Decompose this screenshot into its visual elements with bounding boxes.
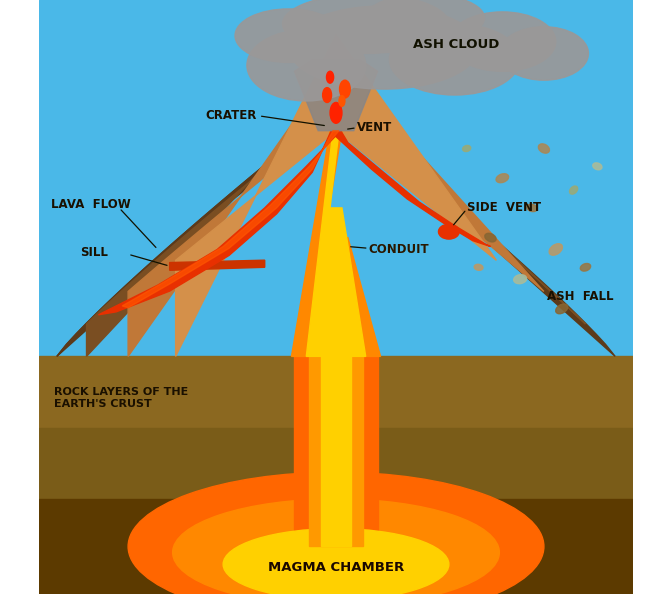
Ellipse shape xyxy=(449,12,556,71)
Ellipse shape xyxy=(593,163,602,170)
Ellipse shape xyxy=(339,96,345,106)
Ellipse shape xyxy=(556,304,568,314)
Ellipse shape xyxy=(390,24,520,95)
Text: CRATER: CRATER xyxy=(206,109,257,122)
Polygon shape xyxy=(321,356,351,546)
Polygon shape xyxy=(170,260,265,270)
Text: ASH  FALL: ASH FALL xyxy=(547,290,614,304)
Ellipse shape xyxy=(173,499,499,594)
Polygon shape xyxy=(98,131,341,315)
Polygon shape xyxy=(39,356,633,428)
Text: VENT: VENT xyxy=(357,121,392,134)
Polygon shape xyxy=(306,131,366,356)
Ellipse shape xyxy=(366,0,485,42)
Ellipse shape xyxy=(330,102,342,123)
Polygon shape xyxy=(57,87,336,356)
Polygon shape xyxy=(39,0,633,594)
Ellipse shape xyxy=(485,233,496,242)
Text: CONDUIT: CONDUIT xyxy=(369,243,429,256)
Ellipse shape xyxy=(549,244,562,255)
Ellipse shape xyxy=(323,87,331,102)
Polygon shape xyxy=(57,107,615,356)
Polygon shape xyxy=(294,356,378,546)
Polygon shape xyxy=(128,62,544,356)
Polygon shape xyxy=(39,428,633,499)
Text: SIDE  VENT: SIDE VENT xyxy=(466,201,541,214)
Ellipse shape xyxy=(462,146,471,151)
Polygon shape xyxy=(87,90,585,356)
Ellipse shape xyxy=(282,0,449,53)
Ellipse shape xyxy=(128,472,544,594)
Ellipse shape xyxy=(288,6,478,89)
Polygon shape xyxy=(309,356,363,546)
Ellipse shape xyxy=(235,9,342,62)
Text: LAVA  FLOW: LAVA FLOW xyxy=(51,198,130,211)
Ellipse shape xyxy=(438,224,459,239)
Ellipse shape xyxy=(247,30,366,101)
Ellipse shape xyxy=(538,144,550,153)
Ellipse shape xyxy=(499,27,589,80)
Text: MAGMA CHAMBER: MAGMA CHAMBER xyxy=(268,561,404,574)
Ellipse shape xyxy=(496,173,509,183)
Ellipse shape xyxy=(223,529,449,594)
Text: ROCK LAYERS OF THE
EARTH'S CRUST: ROCK LAYERS OF THE EARTH'S CRUST xyxy=(54,387,188,409)
Ellipse shape xyxy=(513,274,527,284)
Polygon shape xyxy=(292,131,380,356)
Ellipse shape xyxy=(474,264,483,270)
Ellipse shape xyxy=(527,204,538,211)
Polygon shape xyxy=(294,59,378,131)
Text: ASH CLOUD: ASH CLOUD xyxy=(413,38,499,51)
Polygon shape xyxy=(122,131,339,308)
Polygon shape xyxy=(175,34,497,356)
Ellipse shape xyxy=(570,186,578,194)
Polygon shape xyxy=(336,131,491,247)
Ellipse shape xyxy=(339,80,350,98)
Polygon shape xyxy=(39,499,633,594)
Ellipse shape xyxy=(581,264,591,271)
Ellipse shape xyxy=(327,71,333,83)
Text: SILL: SILL xyxy=(81,246,108,259)
